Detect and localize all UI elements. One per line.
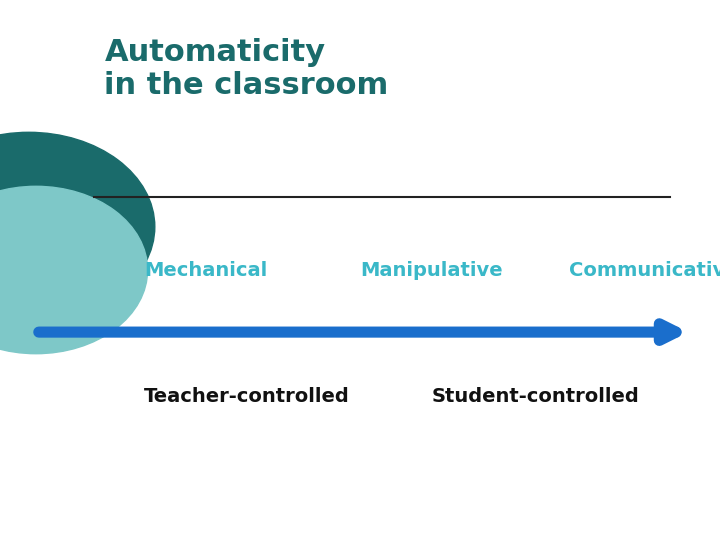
Circle shape (0, 132, 155, 321)
Text: Manipulative: Manipulative (360, 260, 503, 280)
Text: Mechanical: Mechanical (144, 260, 267, 280)
Circle shape (0, 186, 148, 354)
Text: Teacher-controlled: Teacher-controlled (144, 387, 350, 407)
Text: Communicative: Communicative (569, 260, 720, 280)
Text: Student-controlled: Student-controlled (432, 387, 640, 407)
Text: Automaticity
in the classroom: Automaticity in the classroom (104, 38, 389, 100)
